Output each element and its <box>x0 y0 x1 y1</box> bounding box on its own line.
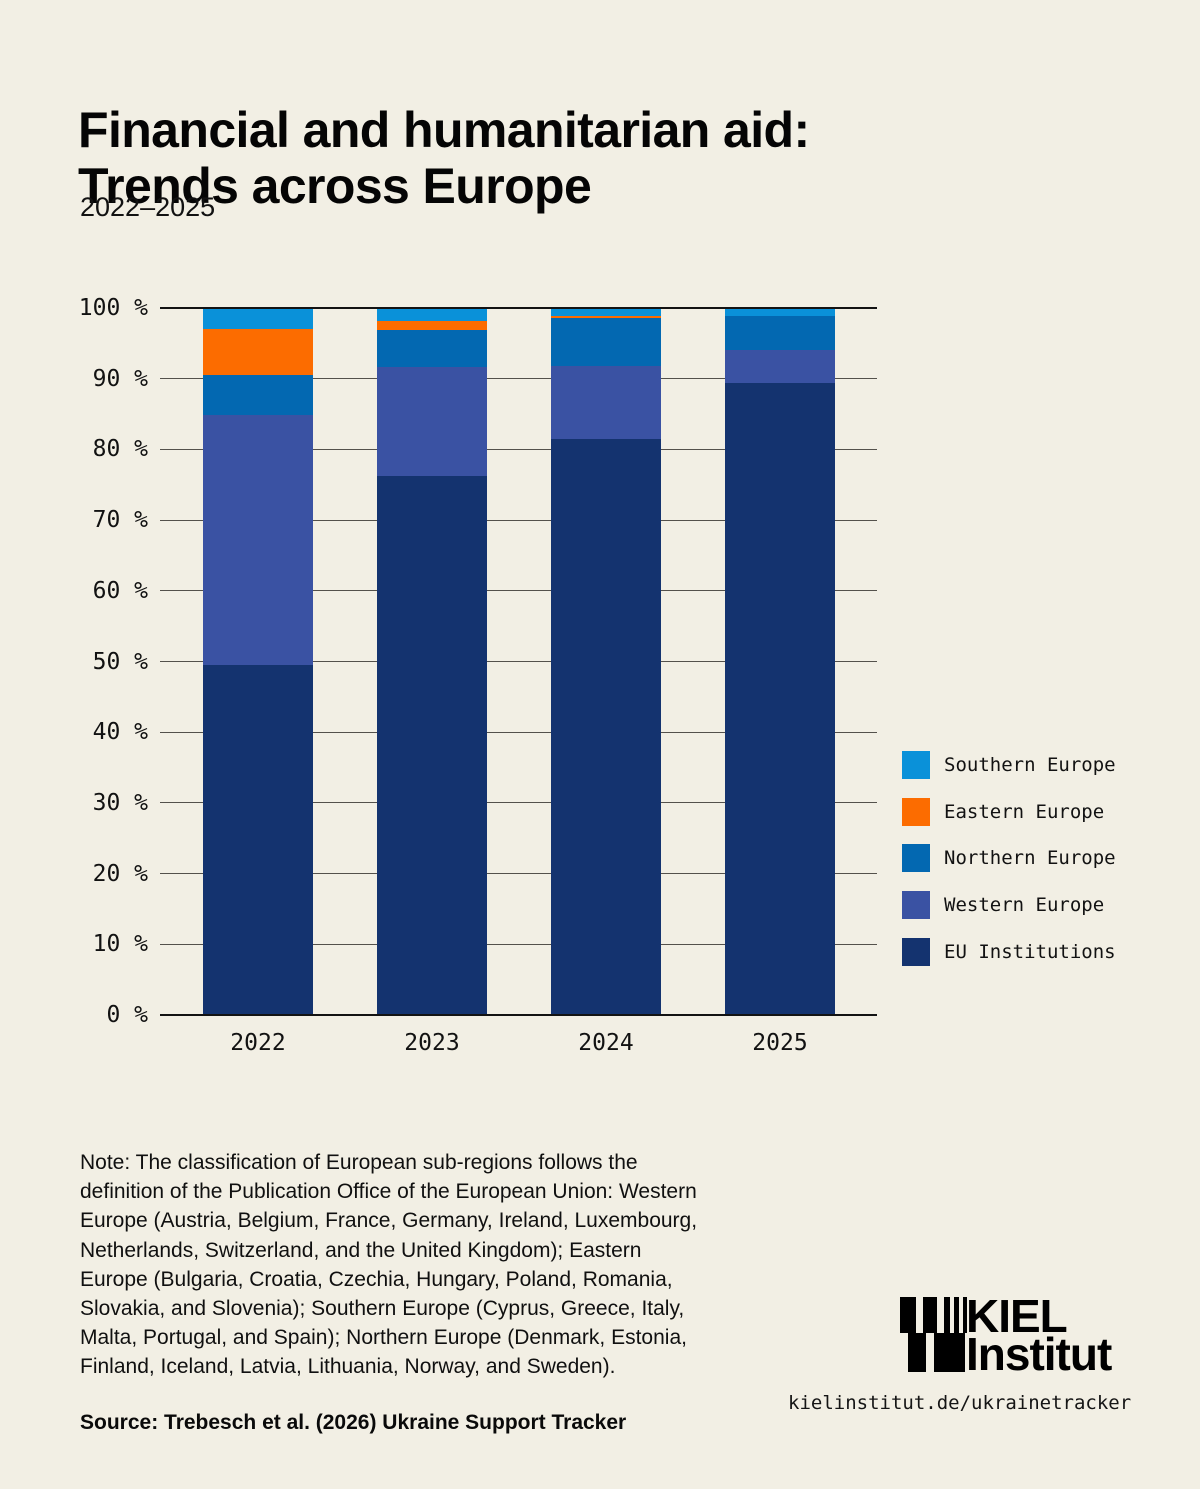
y-axis-tick-label: 30 % <box>92 789 148 816</box>
legend-item: EU Institutions <box>902 937 1116 966</box>
y-axis-tick-label: 40 % <box>92 719 148 746</box>
bar-segment-eu-institutions <box>725 382 835 1015</box>
chart-legend: Southern Europe Eastern Europe Northern Eu… <box>902 751 1116 966</box>
y-axis-tick-label: 50 % <box>92 648 148 675</box>
bar-segment-northern-europe <box>725 315 835 350</box>
bar-segment-eu-institutions <box>551 438 661 1015</box>
logo-bar <box>900 1297 916 1333</box>
bar-segment-western-europe <box>551 365 661 439</box>
logo-text-kiel: KIEL <box>966 1290 1068 1342</box>
legend-label: Northern Europe <box>944 847 1116 870</box>
legend-label: Southern Europe <box>944 754 1116 776</box>
legend-item: Eastern Europe <box>902 797 1116 826</box>
bar-segment-eastern-europe <box>377 321 487 330</box>
x-axis-label: 2022 <box>230 1030 286 1056</box>
legend-swatch <box>902 891 930 920</box>
logo-bar <box>923 1297 937 1333</box>
gridline <box>160 378 877 380</box>
gridline <box>160 590 877 592</box>
gridline <box>160 448 877 450</box>
legend-swatch <box>902 797 930 826</box>
y-axis-tick-label: 80 % <box>92 436 148 463</box>
logo-bar <box>944 1297 950 1333</box>
bar-segment-eastern-europe <box>203 329 313 376</box>
logo-text-institut: Institut <box>966 1328 1112 1380</box>
bar-segment-southern-europe <box>203 308 313 330</box>
legend-swatch <box>902 844 930 873</box>
gridline <box>160 873 877 875</box>
y-axis-tick-label: 20 % <box>92 860 148 887</box>
gridline <box>160 731 877 733</box>
gridline <box>160 306 877 310</box>
note-text: Note: The classification of European sub… <box>80 1151 698 1379</box>
legend-item: Western Europe <box>902 891 1116 920</box>
legend-item: Northern Europe <box>902 844 1116 873</box>
legend-swatch <box>902 937 930 966</box>
bar-segment-southern-europe <box>551 308 661 317</box>
legend-swatch <box>902 751 930 779</box>
x-axis-label: 2025 <box>752 1030 808 1056</box>
kiel-institut-logo: KIEL Institut <box>900 1293 1145 1379</box>
bar-segment-eu-institutions <box>203 665 313 1015</box>
gridline <box>160 1013 877 1017</box>
y-axis-tick-label: 90 % <box>92 365 148 392</box>
legend-item: Southern Europe <box>902 751 1116 779</box>
bar-segment-western-europe <box>203 415 313 666</box>
bar-segment-western-europe <box>377 366 487 476</box>
website-url: kielinstitut.de/ukrainetracker <box>788 1392 1132 1414</box>
logo-bar <box>908 1333 926 1372</box>
bar-segment-northern-europe <box>377 329 487 367</box>
x-axis-label: 2024 <box>578 1030 634 1056</box>
y-axis-tick-label: 100 % <box>78 295 148 321</box>
gridline <box>160 943 877 945</box>
logo-bar <box>934 1333 965 1372</box>
bar-segment-western-europe <box>725 349 835 383</box>
page-subtitle: 2022–2025 <box>80 192 216 222</box>
logo-bar <box>954 1297 959 1333</box>
logo-bar <box>963 1297 967 1333</box>
y-axis-tick-label: 70 % <box>92 507 148 534</box>
gridline <box>160 661 877 662</box>
bar-segment-northern-europe <box>551 317 661 366</box>
legend-label: EU Institutions <box>944 940 1116 963</box>
bar-segment-southern-europe <box>725 308 835 316</box>
x-axis-label: 2023 <box>404 1030 460 1056</box>
legend-label: Eastern Europe <box>944 800 1105 823</box>
y-axis-tick-label: 10 % <box>92 931 148 958</box>
gridline <box>160 802 877 804</box>
bar-segment-eastern-europe <box>551 316 661 318</box>
y-axis-tick-label: 60 % <box>92 577 148 604</box>
bar-segment-eu-institutions <box>377 475 487 1015</box>
y-axis-tick-label: 0 % <box>106 1002 148 1028</box>
source-text: Source: Trebesch et al. (2026) Ukraine S… <box>80 1411 627 1434</box>
bar-segment-southern-europe <box>377 308 487 322</box>
bar-segment-northern-europe <box>203 375 313 416</box>
gridline <box>160 519 877 521</box>
legend-label: Western Europe <box>944 894 1105 917</box>
page-title: Financial and humanitarian aid: Trends a… <box>78 101 810 214</box>
